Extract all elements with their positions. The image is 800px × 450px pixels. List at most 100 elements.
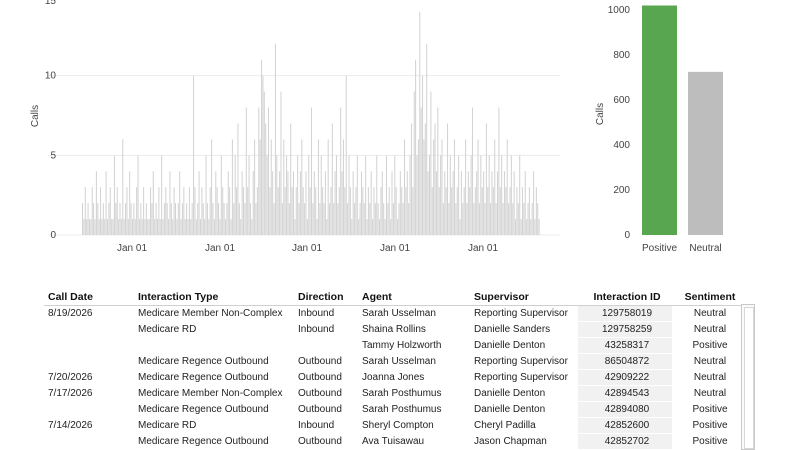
data-bar	[330, 187, 332, 235]
data-bar	[188, 187, 190, 235]
data-bar	[406, 171, 408, 235]
data-bar	[180, 219, 182, 235]
y-tick-label: 5	[50, 150, 56, 161]
header-interaction-id[interactable]: Interaction ID	[578, 288, 672, 306]
data-bar	[372, 219, 374, 235]
data-bar	[115, 203, 117, 235]
x-tick-label: Jan 01	[292, 243, 322, 254]
table-row[interactable]: Medicare Regence Outbound Outbound Sarah P…	[44, 401, 744, 418]
header-agent[interactable]: Agent	[358, 288, 470, 306]
data-bar	[442, 203, 444, 235]
cell-direction: Outbound	[298, 436, 342, 447]
table-row[interactable]: 7/20/2026 Medicare Regence Outbound Outbou…	[44, 369, 744, 386]
data-bar	[150, 187, 152, 235]
data-bar	[334, 171, 336, 235]
data-bar	[417, 139, 419, 235]
data-bar	[317, 139, 319, 235]
header-interaction-type[interactable]: Interaction Type	[134, 288, 294, 306]
data-bar	[291, 187, 293, 235]
table-row[interactable]: 8/19/2026 Medicare Member Non-Complex Inbo…	[44, 305, 744, 322]
header-direction[interactable]: Direction	[294, 288, 358, 306]
cell-interaction-type: Medicare Member Non-Complex	[134, 385, 294, 402]
data-bar	[223, 203, 225, 235]
data-bar	[496, 171, 499, 235]
bar-positive	[642, 5, 677, 235]
data-bar	[179, 171, 181, 235]
data-bar	[86, 219, 88, 235]
data-bar	[508, 203, 510, 235]
table-row[interactable]: Medicare RD Inbound Shaina Rollins Danielle…	[44, 321, 744, 338]
data-bar	[202, 203, 204, 235]
data-bar	[256, 187, 258, 235]
data-bar	[435, 171, 437, 235]
data-bar	[165, 187, 167, 235]
data-bar	[288, 203, 290, 235]
data-bar	[340, 107, 342, 235]
table-scrollbar[interactable]	[741, 304, 755, 450]
data-bar	[234, 155, 236, 235]
table-row[interactable]: 7/14/2026 Medicare RD Inbound Sheryl Compto…	[44, 417, 744, 434]
data-bar	[267, 107, 270, 235]
data-bar	[98, 219, 100, 235]
y-axis-label: Calls	[30, 105, 41, 127]
table-row[interactable]: Medicare Regence Outbound Outbound Sarah U…	[44, 353, 744, 370]
data-bar	[365, 155, 367, 235]
table-row[interactable]: 7/17/2026 Medicare Member Non-Complex Outb…	[44, 385, 744, 402]
data-bar	[410, 123, 412, 235]
scrollbar-thumb[interactable]	[744, 307, 754, 449]
table-row[interactable]: Tammy Holzworth Danielle Denton 43258317 Po…	[44, 337, 744, 354]
data-bar	[377, 203, 379, 235]
data-bar	[383, 203, 385, 235]
data-bar	[308, 155, 310, 235]
data-bar	[392, 203, 394, 235]
data-bar	[242, 187, 245, 235]
data-bar	[476, 171, 478, 235]
data-bar	[379, 219, 381, 235]
data-bar	[305, 171, 307, 235]
data-bar	[530, 219, 532, 235]
data-bar	[358, 219, 360, 235]
header-supervisor[interactable]: Supervisor	[470, 288, 578, 306]
header-call-date[interactable]: Call Date	[44, 288, 134, 306]
data-bar	[134, 219, 136, 235]
cell-supervisor: Danielle Denton	[470, 385, 578, 402]
x-tick-label: Jan 01	[117, 243, 147, 254]
data-bar	[94, 219, 96, 235]
data-bar	[341, 171, 343, 235]
data-bar	[144, 219, 146, 235]
data-bar	[408, 203, 410, 235]
data-bar	[480, 155, 482, 235]
interactions-table-container[interactable]: Call Date Interaction Type Direction Age…	[44, 288, 744, 450]
data-bar	[348, 155, 350, 235]
data-bar	[459, 219, 461, 235]
table-row[interactable]: Medicare Regence Outbound Outbound Ava Tui…	[44, 433, 744, 450]
data-bar	[505, 187, 507, 235]
cell-agent: Sarah Posthumus	[362, 404, 442, 415]
data-bar	[222, 187, 224, 235]
y-tick-label: 400	[613, 140, 630, 151]
data-bar	[502, 203, 504, 235]
cell-sentiment: Positive	[692, 340, 728, 351]
cell-supervisor: Jason Chapman	[474, 436, 547, 447]
data-bar	[292, 171, 294, 235]
data-bar	[226, 203, 228, 235]
data-bar	[490, 203, 492, 235]
header-sentiment[interactable]: Sentiment	[672, 288, 744, 306]
data-bar	[136, 187, 138, 235]
data-bar	[455, 203, 457, 235]
data-bar	[240, 219, 242, 235]
data-bar	[460, 171, 462, 235]
x-tick-label: Neutral	[689, 243, 721, 254]
data-bar	[345, 75, 347, 235]
data-bar	[109, 187, 111, 235]
data-bar	[387, 203, 389, 235]
data-bar	[91, 187, 93, 235]
data-bar	[87, 203, 89, 235]
data-bar	[272, 171, 274, 235]
data-bar	[125, 203, 127, 235]
data-bar	[274, 43, 276, 235]
data-bar	[83, 219, 85, 235]
cell-agent: Sarah Usselman	[362, 356, 436, 367]
data-bar	[524, 171, 526, 235]
data-bar	[143, 187, 145, 235]
